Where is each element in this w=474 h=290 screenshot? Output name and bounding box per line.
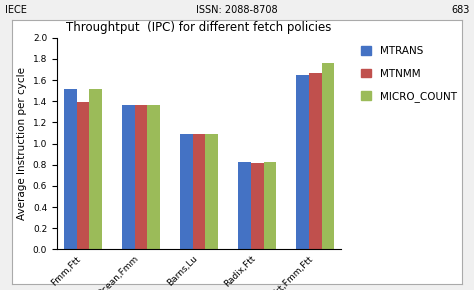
Bar [193,134,205,249]
Bar [264,162,276,249]
Text: ISSN: 2088-8708: ISSN: 2088-8708 [196,5,278,15]
Text: 683: 683 [451,5,469,15]
Bar [64,88,77,249]
Bar [90,88,102,249]
Bar [251,163,264,249]
Bar [296,75,309,249]
Bar [321,63,334,249]
Bar [238,162,251,249]
Bar [205,134,218,249]
Bar [309,72,321,249]
Text: IECE: IECE [5,5,27,15]
Bar [77,102,90,249]
Bar [135,106,147,249]
Bar [122,106,135,249]
Bar [147,106,160,249]
Legend: MTRANS, MTNMM, MICRO_COUNT: MTRANS, MTNMM, MICRO_COUNT [358,43,460,105]
Title: Throughtput  (IPC) for different fetch policies: Throughtput (IPC) for different fetch po… [66,21,332,34]
Bar [180,134,193,249]
Y-axis label: Average Instruction per cycle: Average Instruction per cycle [17,67,27,220]
